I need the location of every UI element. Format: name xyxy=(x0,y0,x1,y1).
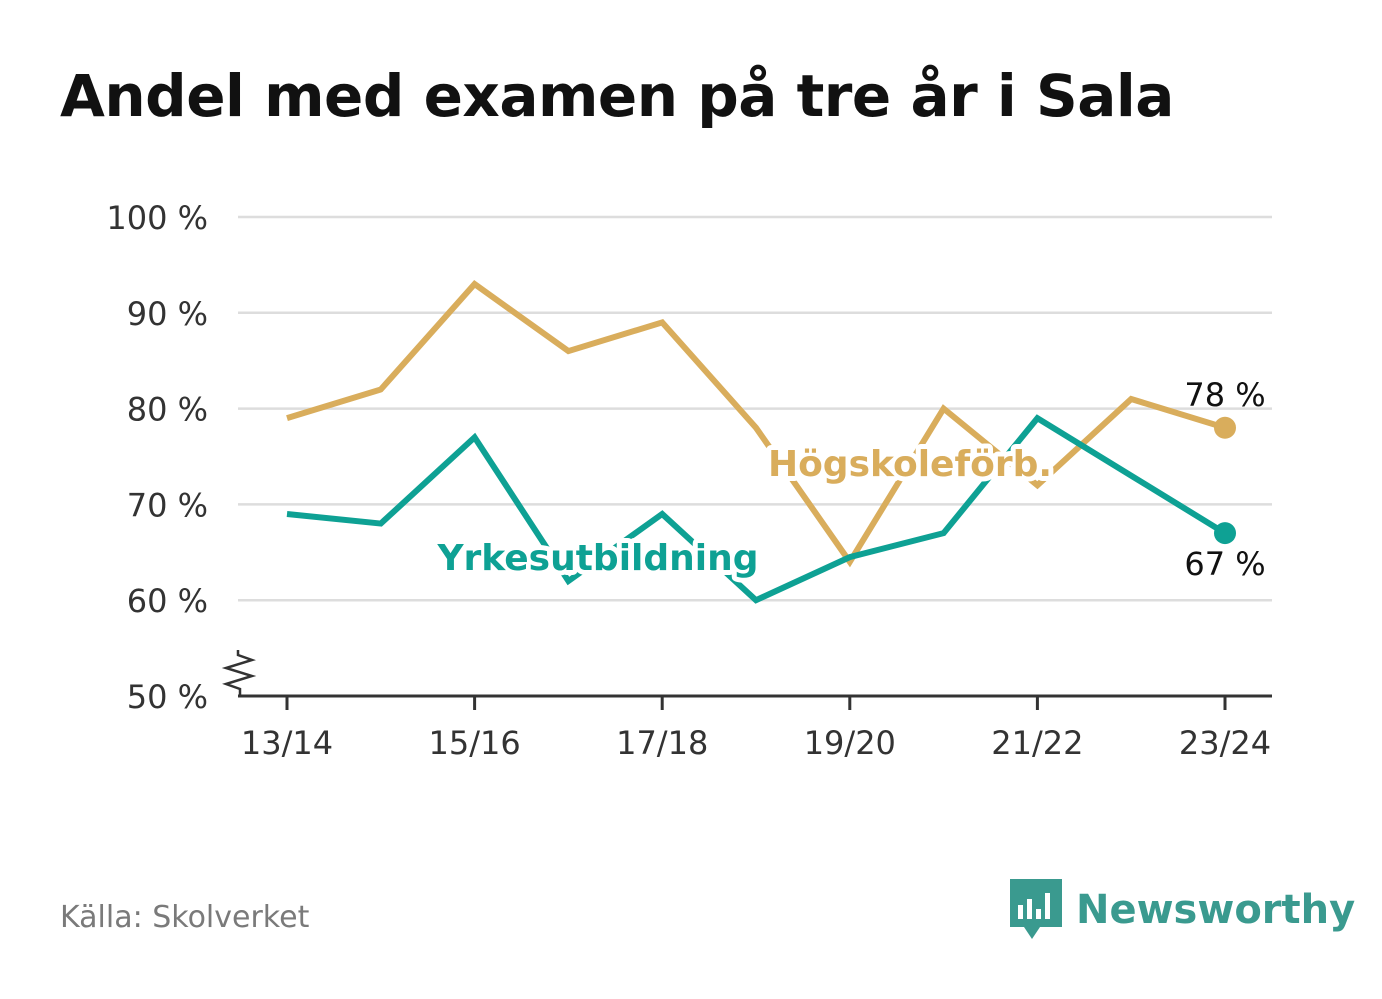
series-line xyxy=(286,280,1226,568)
end-value-label: 67 % xyxy=(1184,545,1265,583)
series-label: Yrkesutbildning xyxy=(436,538,758,579)
labels: 50 % 60 % 70 % 80 % 90 % 100 % 13/14 15/16 17/18… xyxy=(106,199,1271,762)
source-note: Källa: Skolverket xyxy=(60,900,310,935)
brand-logo: Newsworthy xyxy=(1010,878,1355,942)
y-tick-label: 60 % xyxy=(127,582,208,620)
series-line xyxy=(286,414,1227,604)
series-label: Högskoleförb. xyxy=(768,444,1052,485)
axis-break-icon xyxy=(221,650,257,696)
axes xyxy=(221,650,1272,710)
bar-chart-speech-bubble-icon xyxy=(1010,879,1062,939)
end-value-label: 78 % xyxy=(1184,376,1265,414)
end-point xyxy=(1214,522,1236,545)
x-tick-label: 21/22 xyxy=(991,724,1083,762)
grid-lines xyxy=(238,215,1272,602)
series-label-halo: Högskoleförb. xyxy=(768,444,1052,485)
end-point xyxy=(1214,416,1236,439)
x-tick-label: 23/24 xyxy=(1179,724,1271,762)
x-tick-label: 15/16 xyxy=(428,724,520,762)
y-tick-label: 100 % xyxy=(106,199,208,237)
brand-name: Newsworthy xyxy=(1076,887,1356,933)
y-tick-label: 80 % xyxy=(127,391,208,429)
x-tick-label: 19/20 xyxy=(804,724,896,762)
y-tick-label: 50 % xyxy=(127,678,208,716)
y-tick-label: 70 % xyxy=(127,486,208,524)
x-tick-label: 13/14 xyxy=(241,724,333,762)
chart-title: Andel med examen på tre år i Sala xyxy=(60,62,1174,130)
series-lines xyxy=(286,280,1236,604)
series-label-halo: Yrkesutbildning xyxy=(436,538,758,579)
x-tick-label: 17/18 xyxy=(616,724,708,762)
y-tick-label: 90 % xyxy=(127,295,208,333)
